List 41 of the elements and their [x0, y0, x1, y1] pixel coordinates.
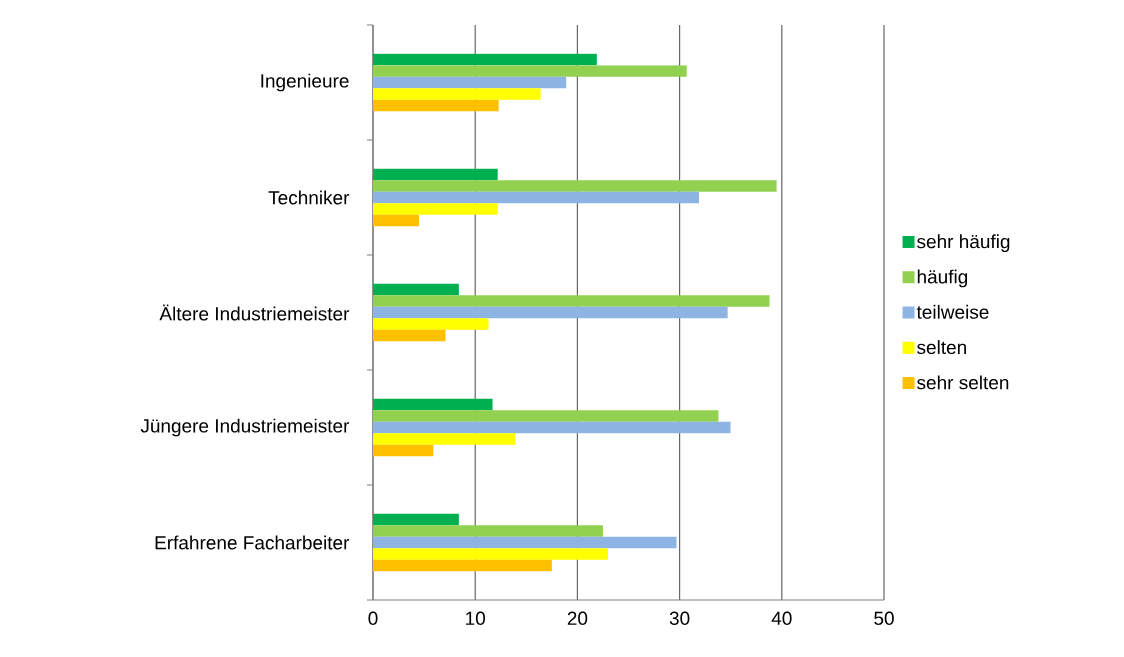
- bar: [373, 295, 770, 307]
- legend-label: sehr selten: [917, 375, 1009, 390]
- y-tick-label: Jüngere Industriemeister: [140, 418, 350, 437]
- bar: [373, 525, 603, 537]
- x-tick-label: 0: [368, 611, 378, 625]
- legend-label: teilweise: [916, 304, 989, 319]
- bar: [373, 306, 728, 319]
- bar: [373, 329, 446, 342]
- x-tick-label: 10: [466, 611, 486, 625]
- bar: [373, 318, 489, 330]
- bar: [373, 99, 499, 112]
- bar: [373, 53, 597, 66]
- legend-label: sehr häufig: [917, 234, 1010, 253]
- bar: [373, 203, 498, 215]
- y-tick-label: Ingenieure: [261, 73, 349, 92]
- bar: [373, 214, 419, 227]
- bar: [373, 410, 719, 422]
- x-tick-label: 30: [669, 611, 690, 625]
- y-tick-label: Erfahrene Facharbeiter: [155, 535, 350, 550]
- bar: [373, 513, 459, 526]
- x-tick-label: 20: [567, 611, 588, 625]
- bar: [373, 180, 777, 192]
- legend-label: selten: [917, 340, 966, 355]
- bar: [373, 168, 498, 181]
- bar: [373, 421, 731, 434]
- y-tick-label: Techniker: [268, 190, 350, 205]
- bar: [373, 191, 700, 204]
- bar: [373, 548, 609, 560]
- bar: [373, 444, 434, 457]
- bar: [373, 76, 567, 89]
- legend-label: häufig: [917, 269, 968, 288]
- bar: [373, 88, 541, 100]
- bar: [373, 283, 459, 296]
- bar: [373, 398, 493, 411]
- x-tick-label: 40: [771, 611, 792, 625]
- bar: [373, 536, 677, 549]
- bar: [373, 65, 687, 77]
- y-tick-label: Ältere Industriemeister: [159, 304, 350, 321]
- x-tick-label: 50: [874, 611, 894, 625]
- bar: [373, 559, 552, 572]
- bar: [373, 433, 516, 445]
